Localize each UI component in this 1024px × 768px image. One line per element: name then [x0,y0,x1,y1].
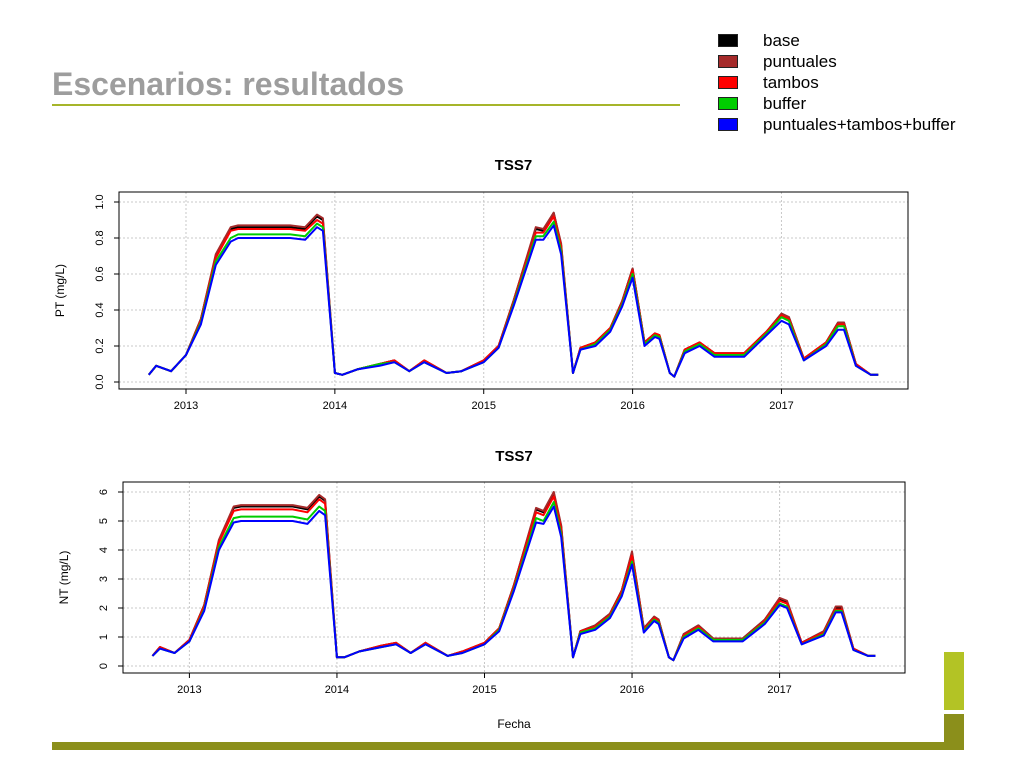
y-axis-label: NT (mg/L) [57,551,71,605]
y-tick-label: 0.8 [94,230,106,245]
x-tick-label: 2017 [767,684,791,696]
legend-item: puntuales [718,51,956,72]
x-tick-label: 2015 [471,400,495,412]
plot-frame [122,481,906,674]
legend-item: tambos [718,72,956,93]
title-underline [52,104,680,106]
legend-label: base [763,30,800,50]
y-tick-label: 0.4 [94,302,106,317]
chart-legend: base puntuales tambos buffer puntuales+t… [718,30,956,135]
series-line-buffer [151,501,876,662]
x-tick-label: 2014 [323,400,347,412]
x-tick-label: 2016 [620,684,644,696]
legend-swatch-combined [718,118,738,131]
corner-accent-dark [944,714,964,750]
y-tick-label: 4 [98,547,110,553]
legend-swatch-tambos [718,76,738,89]
y-tick-label: 1.0 [94,194,106,209]
x-tick-label: 2017 [769,400,793,412]
x-tick-label: 2013 [177,684,201,696]
x-tick-label: 2015 [472,684,496,696]
x-tick-label: 2014 [325,684,349,696]
y-tick-label: 5 [98,518,110,524]
y-tick-label: 0.0 [94,374,106,389]
legend-swatch-buffer [718,97,738,110]
y-tick-label: 0.6 [94,266,106,281]
slide-title: Escenarios: resultados [52,66,405,102]
legend-label: puntuales [763,51,837,71]
x-axis-label: Fecha [497,717,531,731]
chart-2: TSS7 2013 2014 2015 2016 2017 0 1 2 3 4 5 6 NT (mg/L)… [57,448,906,731]
legend-swatch-base [718,34,738,47]
legend-label: tambos [763,72,819,92]
corner-accent-light [944,652,964,710]
chart-1: TSS7 2013 2014 2015 2016 2017 0.0 0.2 0.4 0.6 0.8 1… [53,157,909,412]
legend-label: buffer [763,93,807,113]
y-axis-label: PT (mg/L) [53,264,67,317]
plot-frame [118,191,909,390]
legend-swatch-puntuales [718,55,738,68]
series-line-buffer [148,220,879,378]
series-line-puntuales-tambos-buffer [151,505,876,662]
y-tick-label: 2 [98,605,110,611]
legend-item: puntuales+tambos+buffer [718,114,956,135]
chart-title: TSS7 [495,157,533,174]
y-tick-label: 3 [98,576,110,582]
y-tick-label: 0 [98,663,110,669]
y-tick-label: 1 [98,634,110,640]
series-line-base [151,492,876,662]
x-tick-label: 2013 [174,400,198,412]
x-tick-label: 2016 [620,400,644,412]
legend-item: buffer [718,93,956,114]
chart-title: TSS7 [495,448,533,465]
series-line-puntuales-tambos-buffer [148,224,879,378]
legend-label: puntuales+tambos+buffer [763,114,956,134]
y-tick-label: 0.2 [94,338,106,353]
legend-item: base [718,30,956,51]
series-line-tambos [148,215,879,378]
y-tick-label: 6 [98,489,110,495]
footer-bar [52,742,960,750]
